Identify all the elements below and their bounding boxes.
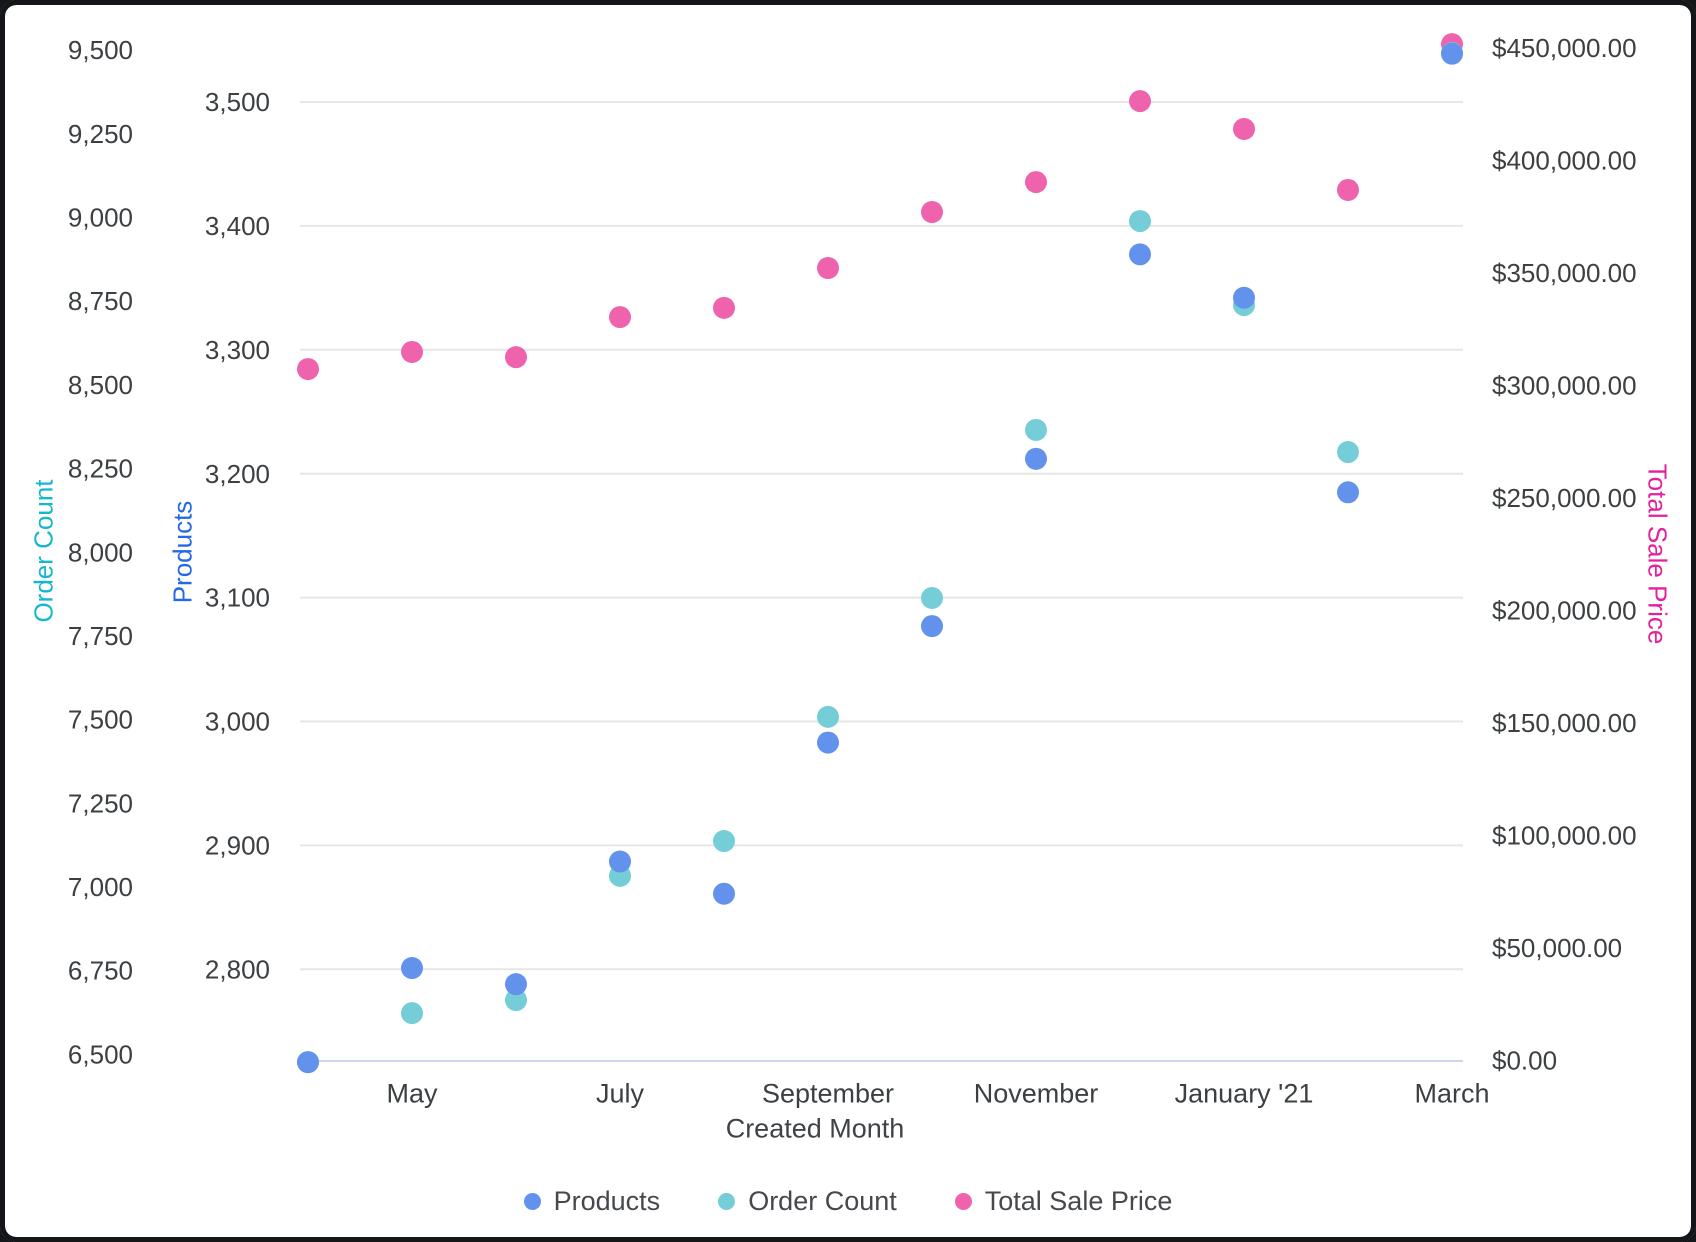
y-tick-label-total_sale_price: $300,000.00 — [1492, 371, 1637, 401]
scatter-point-products[interactable] — [1233, 286, 1255, 309]
x-tick-label: July — [596, 1078, 645, 1108]
scatter-point-order-count[interactable] — [713, 830, 735, 853]
legend-label: Order Count — [748, 1185, 897, 1216]
y-tick-label-order_count: 9,000 — [68, 202, 133, 232]
scatter-point-order-count[interactable] — [1129, 210, 1151, 233]
scatter-point-total-sale-price[interactable] — [1337, 178, 1359, 201]
chart-legend: Products Order Count Total Sale Price — [0, 1183, 1696, 1219]
y-tick-label-products: 2,800 — [205, 954, 270, 984]
y-tick-label-products: 3,300 — [205, 335, 270, 365]
x-tick-label: September — [762, 1078, 894, 1108]
legend-label: Products — [553, 1185, 661, 1216]
scatter-point-order-count[interactable] — [401, 1002, 423, 1025]
scatter-point-total-sale-price[interactable] — [1233, 118, 1255, 140]
y-tick-label-total_sale_price: $100,000.00 — [1492, 821, 1637, 851]
scatter-point-products[interactable] — [1025, 447, 1047, 470]
y-tick-label-order_count: 7,500 — [68, 705, 133, 735]
y-axis-title-total-sale-price: Total Sale Price — [1642, 463, 1673, 645]
legend-label: Total Sale Price — [984, 1185, 1173, 1216]
scatter-point-order-count[interactable] — [505, 989, 527, 1012]
y-tick-label-total_sale_price: $400,000.00 — [1492, 146, 1637, 176]
y-tick-label-order_count: 6,750 — [68, 956, 133, 986]
scatter-point-total-sale-price[interactable] — [505, 346, 527, 369]
x-tick-label: May — [386, 1078, 438, 1108]
scatter-point-order-count[interactable] — [1025, 418, 1047, 441]
y-tick-label-order_count: 9,250 — [68, 119, 133, 149]
x-tick-label: November — [974, 1078, 1099, 1108]
scatter-point-order-count[interactable] — [1337, 441, 1359, 464]
legend-dot-icon — [954, 1192, 972, 1210]
y-tick-label-order_count: 7,250 — [68, 788, 133, 818]
y-tick-label-total_sale_price: $200,000.00 — [1492, 596, 1637, 626]
scatter-point-total-sale-price[interactable] — [609, 306, 631, 329]
y-tick-label-total_sale_price: $150,000.00 — [1492, 708, 1637, 738]
scatter-point-products[interactable] — [1337, 481, 1359, 504]
y-tick-label-products: 3,200 — [205, 459, 270, 489]
scatter-point-total-sale-price[interactable] — [1129, 90, 1151, 113]
y-tick-label-order_count: 8,750 — [68, 286, 133, 316]
scatter-point-products[interactable] — [921, 615, 943, 638]
y-tick-label-products: 3,400 — [205, 211, 270, 241]
legend-dot-icon — [718, 1192, 736, 1210]
legend-dot-icon — [523, 1192, 541, 1210]
y-tick-label-products: 3,500 — [205, 87, 270, 117]
scatter-point-order-count[interactable] — [921, 587, 943, 610]
y-tick-label-total_sale_price: $0.00 — [1492, 1046, 1557, 1076]
scatter-point-total-sale-price[interactable] — [817, 257, 839, 280]
y-tick-label-order_count: 7,000 — [68, 872, 133, 902]
y-tick-label-total_sale_price: $250,000.00 — [1492, 483, 1637, 513]
scatter-point-products[interactable] — [401, 957, 423, 980]
y-tick-label-products: 2,900 — [205, 831, 270, 861]
scatter-point-products[interactable] — [505, 973, 527, 996]
scatter-point-products[interactable] — [297, 1051, 319, 1074]
scatter-point-total-sale-price[interactable] — [1025, 171, 1047, 194]
y-tick-label-products: 3,000 — [205, 707, 270, 737]
scatter-point-total-sale-price[interactable] — [297, 358, 319, 381]
scatter-point-total-sale-price[interactable] — [921, 201, 943, 224]
scatter-point-products[interactable] — [817, 731, 839, 754]
legend-item-total-sale-price[interactable]: Total Sale Price — [954, 1185, 1173, 1217]
x-tick-label: January '21 — [1175, 1078, 1314, 1108]
y-tick-label-products: 3,100 — [205, 583, 270, 613]
scatter-point-order-count[interactable] — [817, 705, 839, 728]
legend-item-order-count[interactable]: Order Count — [718, 1186, 897, 1217]
scatter-point-products[interactable] — [713, 882, 735, 905]
y-tick-label-order_count: 6,500 — [68, 1039, 133, 1069]
legend-item-products[interactable]: Products — [523, 1185, 661, 1217]
y-tick-label-order_count: 8,500 — [68, 370, 133, 400]
scatter-point-products[interactable] — [1129, 243, 1151, 266]
scatter-point-products[interactable] — [609, 850, 631, 873]
y-tick-label-total_sale_price: $50,000.00 — [1492, 933, 1622, 963]
scatter-point-products[interactable] — [1441, 42, 1463, 65]
x-axis-title: Created Month — [725, 1113, 905, 1144]
y-tick-label-total_sale_price: $450,000.00 — [1492, 33, 1637, 63]
x-tick-label: March — [1414, 1078, 1489, 1108]
y-axis-title-order-count: Order Count — [28, 479, 59, 623]
y-tick-label-order_count: 9,500 — [68, 35, 133, 65]
scatter-point-total-sale-price[interactable] — [713, 296, 735, 319]
y-tick-label-total_sale_price: $350,000.00 — [1492, 258, 1637, 288]
y-tick-label-order_count: 7,750 — [68, 621, 133, 651]
y-tick-label-order_count: 8,000 — [68, 537, 133, 567]
y-axis-title-products: Products — [167, 500, 198, 604]
y-tick-label-order_count: 8,250 — [68, 454, 133, 484]
scatter-point-total-sale-price[interactable] — [401, 340, 423, 363]
